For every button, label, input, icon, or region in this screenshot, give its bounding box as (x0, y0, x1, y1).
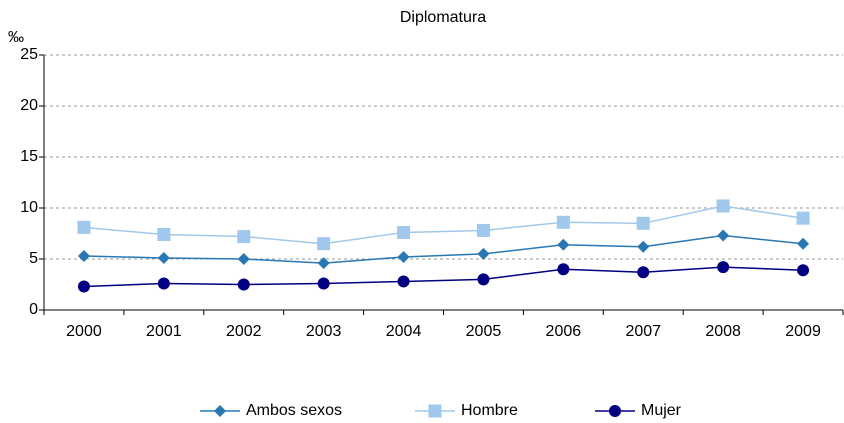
marker (77, 220, 91, 234)
marker (609, 405, 621, 417)
marker (397, 275, 410, 288)
marker (557, 238, 570, 251)
marker (397, 225, 411, 239)
x-tick-label: 2000 (66, 323, 102, 340)
series-line (83, 234, 804, 264)
marker (636, 216, 650, 230)
marker (77, 280, 90, 293)
marker (637, 240, 650, 253)
y-tick-label: 10 (20, 199, 38, 216)
x-tick-label: 2003 (306, 323, 342, 340)
marker (237, 278, 250, 291)
y-tick-label: 25 (20, 46, 38, 63)
marker (476, 223, 490, 237)
marker (477, 247, 490, 260)
marker (717, 229, 730, 242)
x-tick-label: 2006 (546, 323, 582, 340)
y-tick-label: 20 (20, 97, 38, 114)
marker (637, 266, 650, 279)
marker (237, 253, 250, 265)
x-tick-label: 2001 (146, 323, 182, 340)
marker (557, 263, 570, 276)
legend-label: Ambos sexos (246, 402, 342, 419)
marker (77, 249, 90, 262)
x-tick-label: 2008 (705, 323, 741, 340)
x-tick-label: 2009 (785, 323, 821, 340)
marker (157, 251, 170, 264)
marker (397, 250, 410, 263)
marker (237, 230, 251, 244)
series-line (83, 205, 804, 245)
chart-title: Diplomatura (400, 9, 486, 26)
marker (477, 273, 490, 286)
marker (797, 264, 810, 277)
x-tick-label: 2005 (466, 323, 502, 340)
x-tick-label: 2004 (386, 323, 422, 340)
y-axis-label: ‰ (8, 29, 24, 46)
marker (797, 237, 810, 250)
x-tick-label: 2002 (226, 323, 262, 340)
marker (317, 257, 330, 270)
marker (796, 211, 810, 225)
legend-label: Hombre (461, 402, 518, 419)
marker (157, 228, 171, 242)
marker (317, 277, 330, 290)
marker (317, 237, 331, 251)
y-tick-label: 5 (29, 250, 38, 267)
marker (716, 199, 730, 213)
marker (556, 215, 570, 229)
marker (717, 261, 730, 274)
marker (428, 404, 442, 418)
marker (157, 277, 170, 290)
y-tick-label: 0 (29, 301, 38, 318)
series-line (83, 266, 804, 288)
legend-label: Mujer (641, 402, 682, 419)
x-tick-label: 2007 (625, 323, 661, 340)
marker (214, 405, 226, 417)
y-tick-label: 15 (20, 148, 38, 165)
